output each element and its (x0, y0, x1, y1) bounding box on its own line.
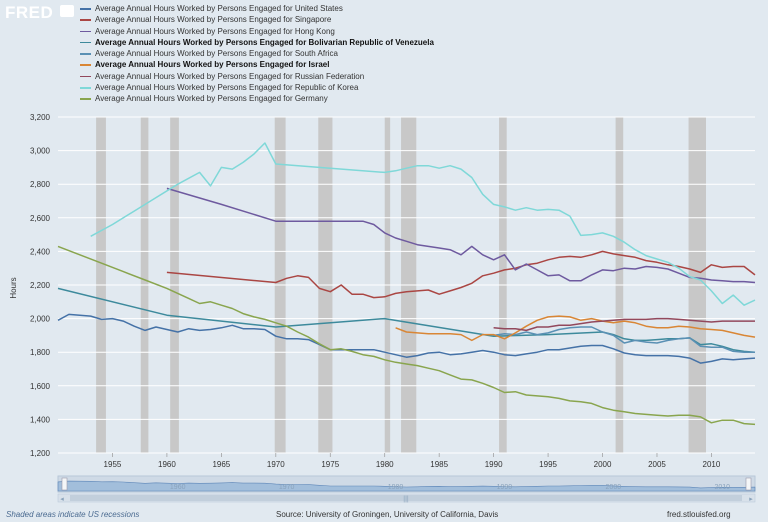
series-line[interactable] (166, 187, 756, 284)
x-tick-label: 1980 (376, 460, 394, 469)
legend-item[interactable]: Average Annual Hours Worked by Persons E… (80, 37, 434, 48)
x-tick-label: 2000 (594, 460, 612, 469)
legend-swatch (80, 64, 91, 66)
legend-label: Average Annual Hours Worked by Persons E… (95, 94, 328, 104)
y-tick-label: 2,800 (30, 180, 51, 189)
x-axis: 1955 1960 1965 1970 1975 1980 1985 1990 1995 2000… (104, 453, 721, 469)
x-tick-label: 1995 (539, 460, 557, 469)
series-line[interactable] (57, 313, 756, 364)
fred-logo-graph-icon (60, 5, 74, 17)
series-line[interactable] (90, 142, 756, 306)
series-line[interactable] (493, 317, 755, 332)
legend-item[interactable]: Average Annual Hours Worked by Persons E… (80, 14, 434, 25)
x-tick-label: 1990 (485, 460, 503, 469)
legend-label: Average Annual Hours Worked by Persons E… (95, 4, 343, 13)
series-line[interactable] (493, 326, 755, 353)
legend-swatch (80, 75, 91, 78)
y-tick-label: 2,600 (30, 214, 51, 223)
y-tick-label: 1,800 (30, 348, 51, 357)
legend-swatch (80, 98, 91, 100)
source-note: Source: University of Groningen, Univers… (276, 510, 499, 519)
fred-logo-text: FRED (5, 3, 54, 22)
y-tick-label: 1,400 (30, 415, 51, 424)
y-tick-label: 2,200 (30, 281, 51, 290)
legend-swatch (80, 53, 91, 55)
y-tick-label: 1,200 (30, 449, 51, 458)
x-tick-label: 1955 (104, 460, 122, 469)
legend-label: Average Annual Hours Worked by Persons E… (95, 15, 332, 25)
x-tick-label: 1975 (321, 460, 339, 469)
navigator-scroll-thumb[interactable] (70, 495, 742, 501)
series-line[interactable] (57, 245, 756, 426)
navigator-tick-label: 1980 (388, 484, 404, 491)
fred-logo[interactable]: FRED (5, 3, 53, 23)
y-tick-label: 3,200 (30, 113, 51, 122)
navigator-tick-label: 2000 (606, 484, 622, 491)
legend-item[interactable]: Average Annual Hours Worked by Persons E… (80, 59, 434, 70)
navigator-tick-label: 1960 (170, 484, 186, 491)
navigator[interactable]: 1960 1970 1980 1990 2000 2010 ||| ◂ ▸ (57, 475, 756, 503)
legend-label: Average Annual Hours Worked by Persons E… (95, 26, 335, 36)
site-link[interactable]: fred.stlouisfed.org (667, 510, 731, 519)
navigator-scroll-right-arrow-icon[interactable]: ▸ (749, 496, 753, 503)
y-tick-label: 2,000 (30, 315, 51, 324)
legend-label: Average Annual Hours Worked by Persons E… (95, 83, 359, 93)
legend-label: Average Annual Hours Worked by Persons E… (95, 49, 338, 59)
navigator-ticks: 1960 1970 1980 1990 2000 2010 (170, 484, 730, 491)
line-chart: 1,200 1,400 1,600 1,800 2,000 2,200 2,400 2,600… (9, 113, 756, 503)
legend-item[interactable]: Average Annual Hours Worked by Persons E… (80, 82, 434, 93)
legend-label: Average Annual Hours Worked by Persons E… (95, 37, 434, 47)
recession-note: Shaded areas indicate US recessions (6, 510, 140, 519)
series-line[interactable] (57, 287, 756, 353)
navigator-scroll-grip-icon: ||| (403, 496, 409, 503)
series-line[interactable] (395, 315, 756, 342)
navigator-area (57, 480, 756, 492)
grid-lines (58, 116, 755, 454)
legend-swatch (80, 19, 91, 21)
navigator-tick-label: 1970 (279, 484, 295, 491)
y-axis: 1,200 1,400 1,600 1,800 2,000 2,200 2,400 2,600… (30, 113, 51, 458)
x-tick-label: 1970 (267, 460, 285, 469)
legend-item[interactable]: Average Annual Hours Worked by Persons E… (80, 71, 434, 82)
x-tick-label: 2005 (648, 460, 666, 469)
series-lines (57, 142, 756, 426)
x-tick-label: 2010 (703, 460, 721, 469)
legend-item[interactable]: Average Annual Hours Worked by Persons E… (80, 3, 434, 14)
navigator-left-handle[interactable] (61, 477, 68, 491)
legend-swatch (80, 30, 91, 33)
legend-label: Average Annual Hours Worked by Persons E… (95, 60, 330, 70)
legend-item[interactable]: Average Annual Hours Worked by Persons E… (80, 48, 434, 59)
legend-swatch (80, 87, 91, 89)
legend-item[interactable]: Average Annual Hours Worked by Persons E… (80, 93, 434, 104)
x-tick-label: 1960 (158, 460, 176, 469)
legend-swatch (80, 41, 91, 44)
legend-label: Average Annual Hours Worked by Persons E… (95, 71, 365, 81)
x-tick-label: 1985 (430, 460, 448, 469)
y-tick-label: 3,000 (30, 147, 51, 156)
legend-item[interactable]: Average Annual Hours Worked by Persons E… (80, 26, 434, 37)
navigator-series-area (57, 480, 756, 492)
navigator-tick-label: 1990 (497, 484, 513, 491)
y-tick-label: 2,400 (30, 247, 51, 256)
chart-legend: Average Annual Hours Worked by Persons E… (80, 3, 434, 105)
x-tick-label: 1965 (212, 460, 230, 469)
y-axis-label: Hours (9, 277, 18, 298)
legend-swatch (80, 8, 91, 10)
navigator-right-handle[interactable] (745, 477, 752, 491)
navigator-scroll-left-arrow-icon[interactable]: ◂ (60, 496, 64, 503)
y-tick-label: 1,600 (30, 382, 51, 391)
navigator-tick-label: 2010 (714, 484, 730, 491)
